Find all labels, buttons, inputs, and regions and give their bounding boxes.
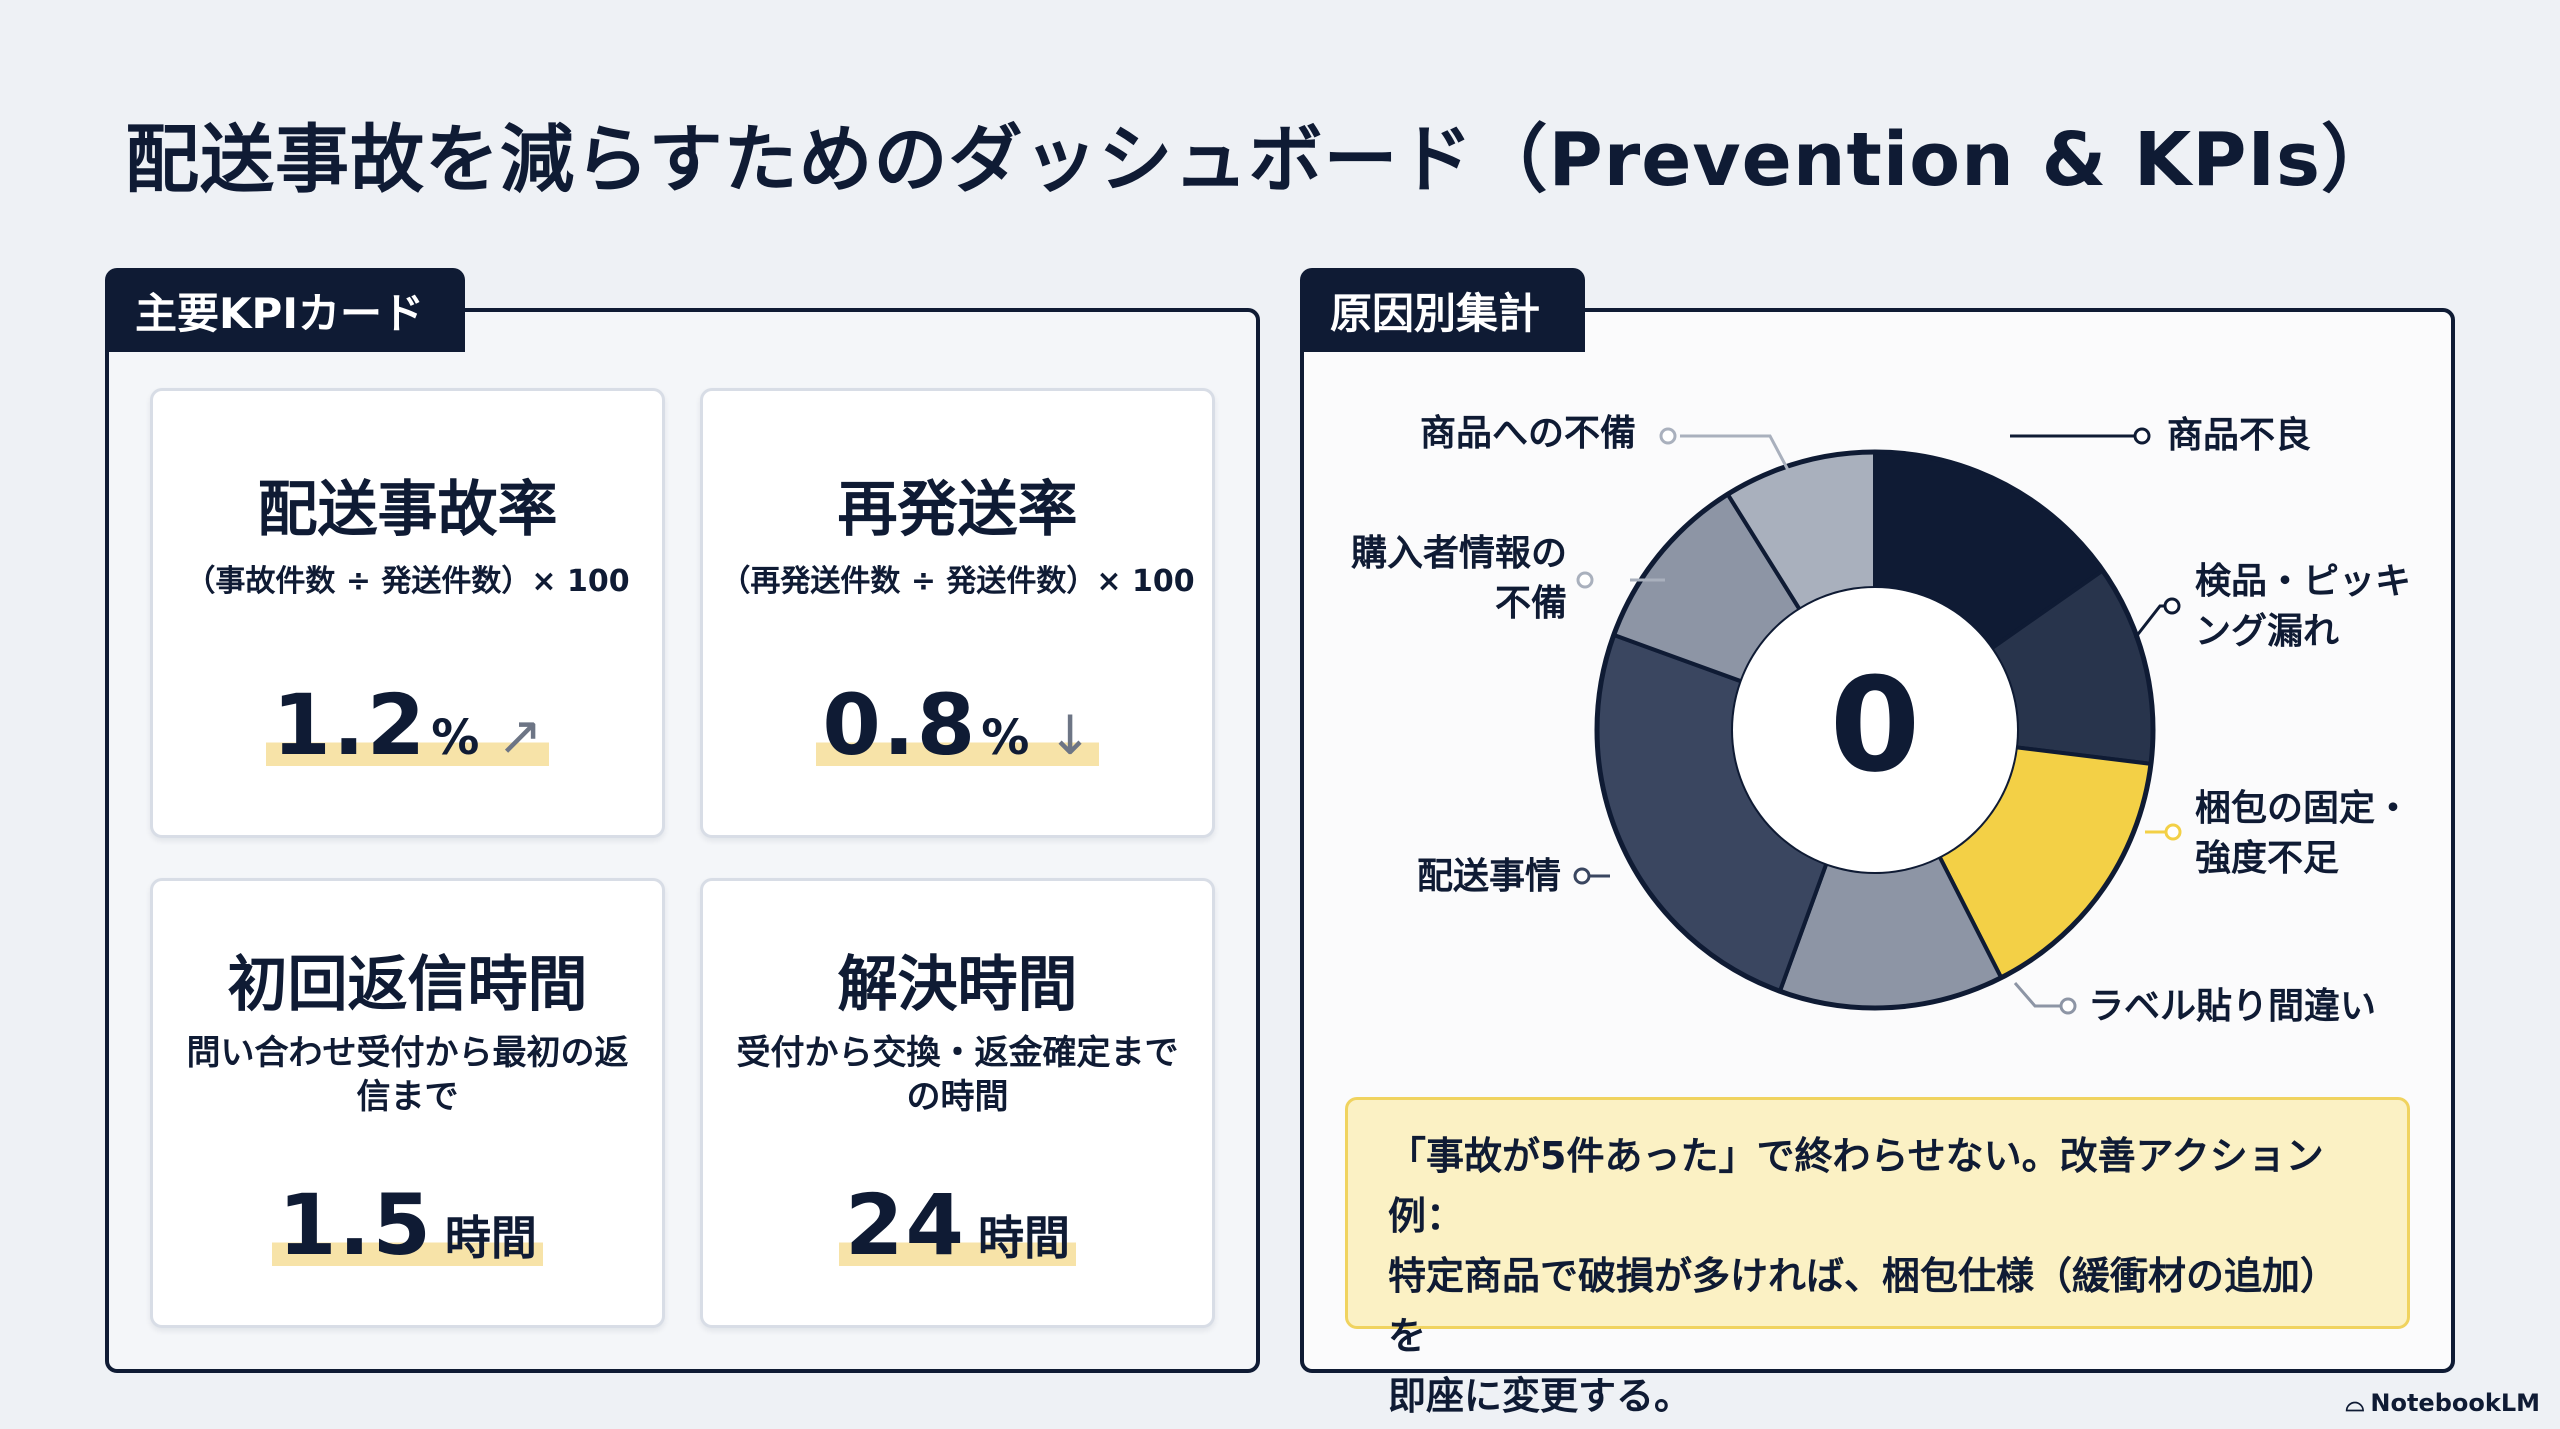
leader-line [2133, 604, 2170, 639]
label-buyer-info-line1: 購入者情報の [1350, 533, 1567, 574]
kpi-card-resolution-time: 解決時間 受付から交換・返金確定までの時間 24 時間 [700, 878, 1215, 1328]
label-product-defect: 商品不良 [2167, 415, 2312, 456]
note-line: 即座に変更する。 [1388, 1374, 1693, 1418]
kpi-panel-tab: 主要KPIカード [105, 268, 465, 352]
arrow-up-right-icon: ↗ [497, 704, 543, 767]
leader-dot [2133, 427, 2151, 445]
note-line: 特定商品で破損が多ければ、梱包仕様（緩衝材の追加）を [1388, 1254, 2339, 1358]
kpi-value-unit: % [431, 710, 480, 766]
kpi-card-formula: （再発送件数 ÷ 発送件数）× 100 [720, 564, 1195, 599]
improvement-note: 「事故が5件あった」で終わらせない。改善アクション例： 特定商品で破損が多ければ… [1345, 1097, 2410, 1418]
leader-dot [2164, 823, 2182, 841]
label-packing-line1: 梱包の固定・ [2195, 788, 2412, 829]
kpi-card-title: 配送事故率 [257, 475, 558, 545]
leader-dot [2163, 597, 2181, 615]
kpi-value-unit: 時間 [977, 1211, 1070, 1265]
label-label-error: ラベル貼り間違い [2088, 986, 2377, 1027]
brand-name: NotebookLM [2370, 1389, 2540, 1417]
label-inspection-line1: 検品・ピッキ [2195, 561, 2412, 602]
leader-dot [1576, 571, 1594, 589]
brand-logo: ⌓ NotebookLM [2345, 1389, 2540, 1417]
kpi-value-unit: 時間 [444, 1211, 537, 1265]
kpi-value: 1.2 % ↗ [266, 676, 549, 774]
notebooklm-icon: ⌓ [2345, 1389, 2365, 1417]
label-inspection-line2: ング漏れ [2195, 611, 2340, 652]
kpi-card-title: 再発送率 [837, 475, 1078, 545]
arrow-down-icon: ↓ [1047, 704, 1093, 767]
label-buyer-info-line2: 不備 [1494, 583, 1567, 624]
kpi-value: 0.8 % ↓ [816, 676, 1099, 774]
kpi-value: 1.5 時間 [272, 1176, 543, 1274]
leader-dot [1659, 427, 1677, 445]
kpi-card-description: 問い合わせ受付から最初の返信まで [186, 1033, 629, 1117]
leader-dot [1573, 867, 1591, 885]
label-packing-line2: 強度不足 [2195, 838, 2340, 879]
donut-center-value: 0 [1830, 649, 1920, 801]
kpi-card-formula: （事故件数 ÷ 発送件数）× 100 [185, 564, 630, 599]
kpi-card-accident-rate: 配送事故率 （事故件数 ÷ 発送件数）× 100 1.2 % ↗ [150, 388, 665, 838]
kpi-value-number: 1.2 [272, 676, 428, 774]
cause-panel-tab: 原因別集計 [1300, 268, 1585, 352]
kpi-card-description: 受付から交換・返金確定までの時間 [736, 1033, 1179, 1117]
label-shipping: 配送事情 [1417, 856, 1562, 897]
kpi-card-title: 解決時間 [837, 950, 1078, 1020]
kpi-card-reship-rate: 再発送率 （再発送件数 ÷ 発送件数）× 100 0.8 % ↓ [700, 388, 1215, 838]
leader-line [2013, 982, 2065, 1008]
leader-dot [2059, 997, 2077, 1015]
kpi-value-number: 0.8 [822, 676, 978, 774]
donut-outline [1594, 449, 2156, 1011]
note-line: 「事故が5件あった」で終わらせない。改善アクション例： [1388, 1134, 2324, 1238]
page-title: 配送事故を減らすためのダッシュボード（Prevention & KPIs） [125, 117, 2397, 203]
kpi-card-title: 初回返信時間 [227, 950, 588, 1020]
kpi-value-unit: % [981, 710, 1030, 766]
donut-hole [1733, 588, 2017, 872]
leader-line [1680, 434, 1790, 471]
cause-donut-chart: 0 [1573, 427, 2182, 1015]
kpi-value-number: 1.5 [278, 1176, 433, 1274]
kpi-value-number: 24 [845, 1176, 966, 1274]
kpi-value: 24 時間 [839, 1176, 1076, 1274]
kpi-card-first-response: 初回返信時間 問い合わせ受付から最初の返信まで 1.5 時間 [150, 878, 665, 1328]
label-product-issue: 商品への不備 [1420, 413, 1637, 454]
